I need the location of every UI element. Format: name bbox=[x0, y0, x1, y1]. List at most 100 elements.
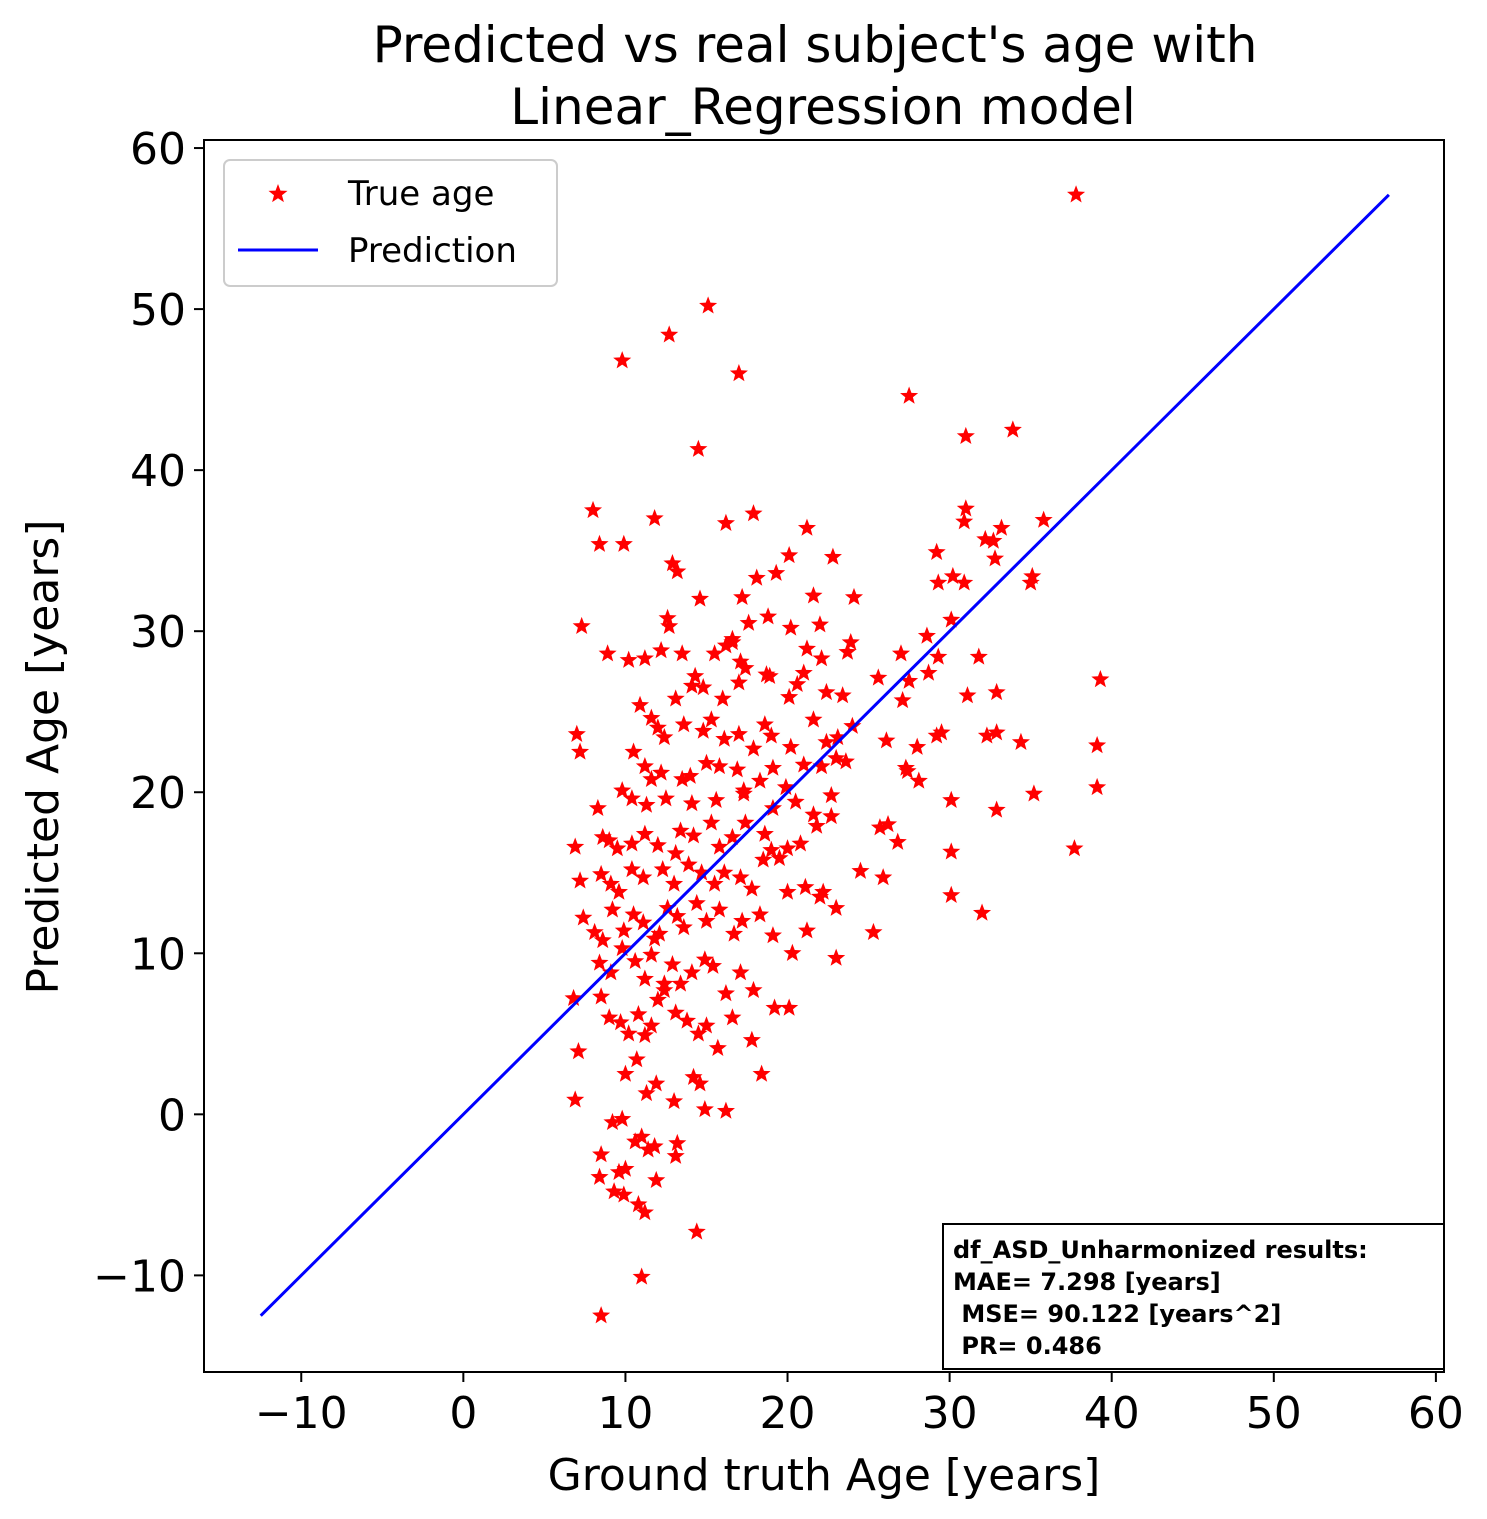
true-age-point bbox=[942, 610, 961, 628]
true-age-point bbox=[697, 753, 716, 771]
true-age-point bbox=[725, 924, 744, 942]
true-age-point bbox=[666, 843, 685, 862]
true-age-point bbox=[833, 686, 852, 704]
true-age-point bbox=[652, 763, 671, 781]
true-age-point bbox=[642, 1016, 661, 1034]
true-age-point bbox=[645, 1137, 664, 1155]
true-age-point bbox=[797, 639, 817, 657]
true-age-point bbox=[763, 758, 782, 776]
true-age-point bbox=[762, 840, 781, 858]
true-age-point bbox=[635, 969, 654, 987]
true-age-point bbox=[731, 963, 750, 981]
true-age-point bbox=[822, 785, 841, 804]
true-age-point bbox=[917, 626, 936, 644]
true-age-point bbox=[699, 296, 718, 314]
x-axis-title: Ground truth Age [years] bbox=[548, 1450, 1101, 1501]
stats-line-mae: MAE= 7.298 [years] bbox=[953, 1268, 1221, 1296]
true-age-point bbox=[955, 512, 974, 530]
true-age-point bbox=[632, 1267, 651, 1285]
true-age-point bbox=[684, 1067, 703, 1085]
true-age-point bbox=[702, 710, 721, 728]
true-age-point bbox=[703, 956, 722, 974]
prediction-line bbox=[259, 193, 1390, 1317]
true-age-point bbox=[601, 963, 620, 981]
true-age-point bbox=[684, 826, 703, 844]
true-age-point bbox=[572, 616, 591, 635]
true-age-point bbox=[973, 903, 992, 921]
true-age-point bbox=[932, 723, 951, 741]
true-age-point bbox=[574, 908, 593, 926]
true-age-point bbox=[660, 325, 679, 343]
true-age-point bbox=[786, 792, 805, 810]
true-age-point bbox=[566, 1090, 585, 1108]
true-age-point bbox=[619, 1024, 638, 1042]
x-tick-label: 20 bbox=[760, 1388, 816, 1439]
true-age-point bbox=[616, 1064, 635, 1082]
y-tick-label: 60 bbox=[130, 124, 186, 175]
true-age-point bbox=[673, 769, 692, 788]
y-tick-label: 0 bbox=[158, 1090, 186, 1141]
true-age-point bbox=[663, 554, 682, 572]
true-age-point bbox=[791, 834, 810, 852]
y-tick-label: 30 bbox=[130, 607, 186, 658]
true-age-point bbox=[844, 587, 864, 606]
x-tick-label: 40 bbox=[1084, 1388, 1140, 1439]
true-age-point bbox=[681, 766, 700, 784]
true-age-point bbox=[733, 911, 752, 929]
true-age-point bbox=[567, 724, 586, 742]
stats-line-pr: PR= 0.486 bbox=[953, 1332, 1102, 1360]
true-age-point bbox=[770, 848, 789, 866]
true-age-point bbox=[731, 868, 750, 886]
legend-label-true-age: True age bbox=[347, 174, 494, 214]
true-age-point bbox=[697, 1016, 716, 1034]
true-age-point bbox=[729, 724, 748, 742]
true-age-point bbox=[592, 987, 611, 1005]
true-age-point bbox=[807, 816, 826, 834]
true-age-point bbox=[1021, 573, 1040, 591]
true-age-point bbox=[674, 918, 693, 936]
true-age-point bbox=[571, 742, 590, 760]
true-age-point bbox=[796, 877, 815, 895]
true-age-point bbox=[1088, 736, 1107, 754]
true-age-point bbox=[869, 668, 888, 686]
true-age-point bbox=[736, 658, 755, 676]
true-age-point bbox=[763, 926, 782, 944]
true-age-point bbox=[754, 850, 773, 868]
true-age-point bbox=[603, 1112, 622, 1131]
true-age-point bbox=[864, 922, 883, 941]
true-age-point bbox=[788, 674, 807, 693]
legend-star-marker bbox=[268, 184, 288, 203]
true-age-point bbox=[635, 1203, 654, 1221]
true-age-point bbox=[715, 729, 734, 747]
true-age-point bbox=[593, 827, 612, 846]
x-tick-label: 50 bbox=[1246, 1388, 1302, 1439]
true-age-point bbox=[687, 1222, 706, 1240]
legend: True age Prediction bbox=[223, 159, 558, 287]
true-age-point bbox=[603, 900, 622, 918]
true-age-point bbox=[987, 723, 1006, 741]
true-age-point bbox=[655, 980, 674, 999]
true-age-point bbox=[642, 708, 661, 726]
true-age-point bbox=[742, 1030, 761, 1048]
true-age-point bbox=[593, 930, 612, 949]
true-age-point bbox=[728, 760, 747, 778]
true-age-point bbox=[569, 1042, 588, 1060]
true-age-point bbox=[893, 690, 912, 709]
true-age-point bbox=[984, 531, 1003, 549]
true-age-point bbox=[716, 1101, 735, 1119]
true-age-point bbox=[692, 863, 711, 881]
true-age-point bbox=[658, 898, 677, 916]
true-age-point bbox=[624, 742, 643, 760]
true-age-point bbox=[653, 860, 672, 878]
true-age-point bbox=[804, 805, 823, 823]
true-age-point bbox=[592, 1145, 611, 1163]
legend-label-prediction: Prediction bbox=[348, 231, 517, 271]
true-age-point bbox=[736, 813, 755, 831]
true-age-point bbox=[588, 798, 607, 817]
true-age-point bbox=[1065, 839, 1084, 857]
true-age-point bbox=[590, 953, 609, 971]
true-age-point bbox=[804, 710, 823, 728]
true-age-point bbox=[630, 695, 650, 713]
true-age-point bbox=[870, 818, 889, 836]
prediction-line-layer bbox=[259, 193, 1390, 1317]
